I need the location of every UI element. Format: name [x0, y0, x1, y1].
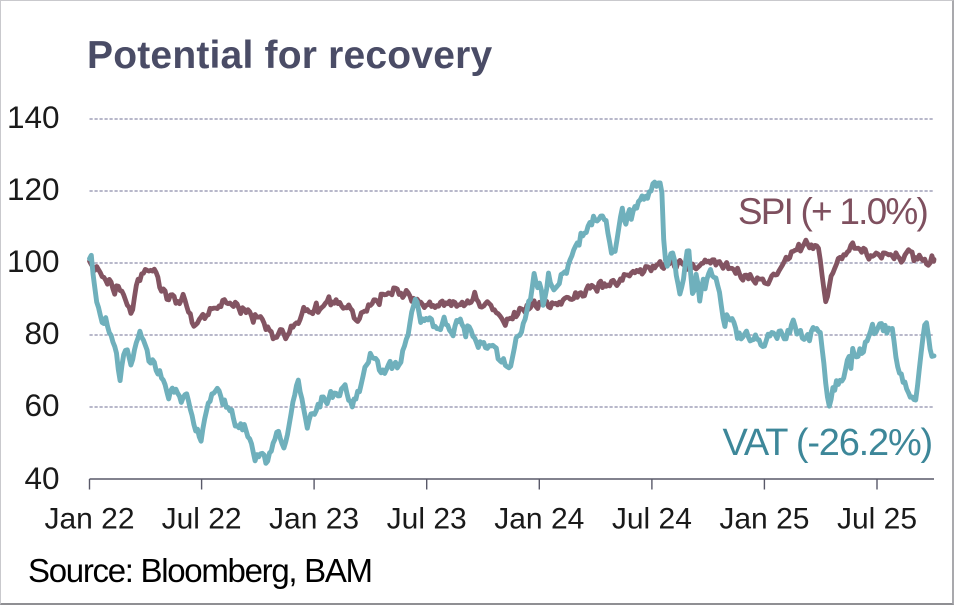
svg-text:80: 80: [24, 315, 59, 351]
svg-text:140: 140: [7, 99, 60, 135]
svg-text:40: 40: [24, 460, 59, 496]
svg-text:Jan 25: Jan 25: [719, 503, 809, 536]
svg-text:120: 120: [7, 171, 60, 207]
svg-text:Jan 24: Jan 24: [494, 503, 584, 536]
svg-text:Source: Bloomberg, BAM: Source: Bloomberg, BAM: [28, 552, 372, 589]
svg-text:Jan 23: Jan 23: [269, 503, 359, 536]
svg-text:Jul 22: Jul 22: [162, 503, 242, 536]
svg-text:60: 60: [24, 387, 59, 423]
svg-text:SPI (+ 1.0%): SPI (+ 1.0%): [738, 191, 928, 232]
svg-text:Jul 25: Jul 25: [837, 503, 917, 536]
svg-text:Jul 24: Jul 24: [612, 503, 692, 536]
svg-text:VAT (-26.2%): VAT (-26.2%): [723, 422, 932, 464]
svg-text:Jul 23: Jul 23: [387, 503, 467, 536]
svg-text:100: 100: [7, 243, 60, 279]
svg-text:Jan 22: Jan 22: [44, 503, 134, 536]
